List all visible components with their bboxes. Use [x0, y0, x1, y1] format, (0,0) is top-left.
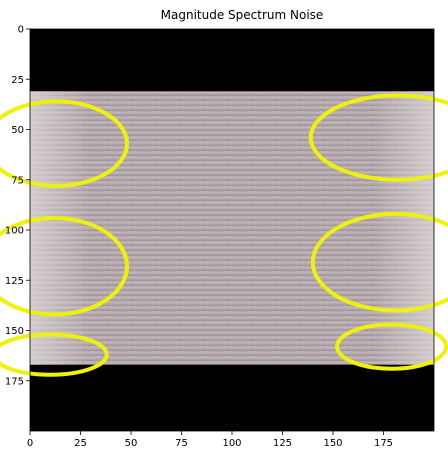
x-tick-label: 75: [175, 438, 188, 449]
x-tick-label: 50: [125, 438, 138, 449]
y-tick-label: 75: [11, 175, 24, 186]
annotation-ellipse-5: [0, 332, 109, 377]
x-tick-label: 150: [323, 438, 342, 449]
annotation-ellipse-3: [0, 215, 129, 317]
annotation-ellipse-2: [308, 93, 448, 182]
annotation-ellipse-4: [310, 211, 448, 313]
noise-band-glow-right: [374, 91, 434, 365]
x-tick-label: 0: [27, 438, 33, 449]
x-tick-label: 175: [374, 438, 393, 449]
y-tick-label: 0: [18, 25, 24, 36]
annotation-ellipses: [0, 93, 448, 377]
y-tick-label: 100: [5, 226, 24, 237]
chart-title: Magnitude Spectrum Noise: [161, 8, 324, 22]
annotation-ellipse-6: [335, 322, 448, 371]
annotation-ellipse-1: [0, 99, 129, 188]
y-tick-label: 125: [5, 276, 24, 287]
x-tick-label: 125: [273, 438, 292, 449]
y-axis: 0 25 50 75 100 125 150 175: [5, 25, 30, 387]
x-axis: 0 25 50 75 100 125 150 175: [27, 431, 393, 449]
x-tick-label: 25: [74, 438, 87, 449]
y-tick-label: 175: [5, 376, 24, 387]
y-tick-label: 50: [11, 125, 24, 136]
y-tick-label: 25: [11, 75, 24, 86]
y-tick-label: 150: [5, 326, 24, 337]
x-tick-label: 100: [222, 438, 241, 449]
noise-band-glow-left: [30, 91, 90, 365]
plot-area: [0, 28, 448, 432]
